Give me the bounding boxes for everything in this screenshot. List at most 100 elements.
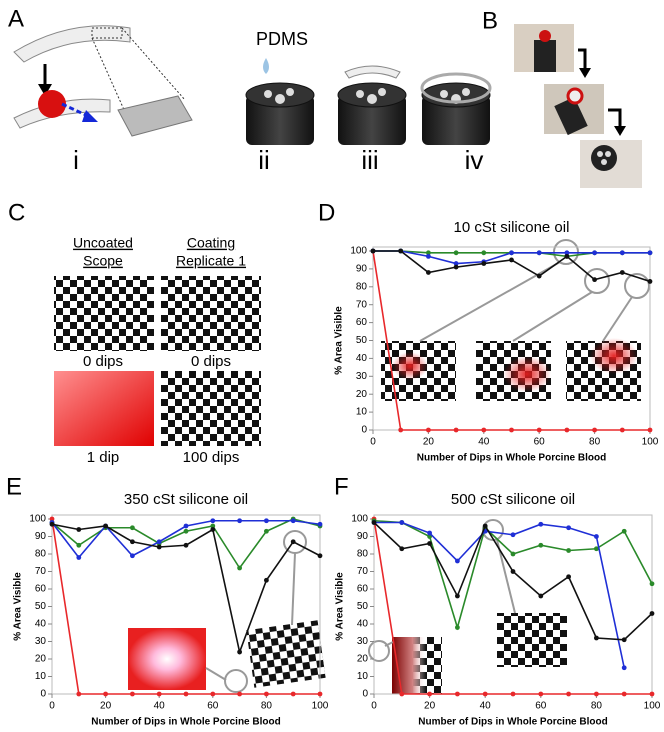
data-point bbox=[76, 555, 81, 560]
data-point bbox=[399, 520, 404, 525]
image-caption: 1 dip bbox=[87, 449, 120, 466]
y-tick-label: 70 bbox=[35, 566, 47, 577]
data-point bbox=[481, 428, 486, 433]
chart-title: 350 cSt silicone oil bbox=[124, 491, 248, 508]
column-header: Uncoated bbox=[73, 235, 133, 251]
x-tick-label: 20 bbox=[100, 701, 112, 712]
y-tick-label: 60 bbox=[357, 584, 369, 595]
data-point bbox=[130, 525, 135, 530]
x-tick-label: 100 bbox=[642, 437, 659, 448]
panel-b-photos bbox=[514, 24, 642, 188]
data-point bbox=[622, 665, 627, 670]
data-point bbox=[103, 692, 108, 697]
column-header: Replicate 1 bbox=[176, 253, 246, 269]
y-tick-label: 40 bbox=[357, 619, 369, 630]
data-point bbox=[455, 625, 460, 630]
x-tick-label: 0 bbox=[49, 701, 55, 712]
data-point bbox=[538, 543, 543, 548]
y-tick-label: 30 bbox=[35, 636, 47, 647]
data-point bbox=[157, 545, 162, 550]
data-point bbox=[184, 529, 189, 534]
data-point bbox=[594, 692, 599, 697]
data-point bbox=[318, 692, 323, 697]
x-tick-label: 40 bbox=[478, 437, 490, 448]
data-point bbox=[130, 553, 135, 558]
data-point bbox=[76, 527, 81, 532]
step-label: iv bbox=[465, 145, 484, 175]
data-point bbox=[103, 524, 108, 529]
data-point bbox=[210, 518, 215, 523]
panel-label: D bbox=[318, 199, 335, 226]
data-point bbox=[427, 531, 432, 536]
data-point bbox=[264, 692, 269, 697]
panel-label: A bbox=[8, 5, 24, 32]
panel-a-illustration bbox=[14, 26, 490, 145]
y-tick-label: 90 bbox=[35, 531, 47, 542]
x-tick-label: 20 bbox=[424, 701, 436, 712]
data-point bbox=[537, 274, 542, 279]
data-point bbox=[454, 250, 459, 255]
y-tick-label: 30 bbox=[356, 371, 368, 382]
y-tick-label: 50 bbox=[35, 601, 47, 612]
y-tick-label: 50 bbox=[357, 601, 369, 612]
data-point bbox=[130, 692, 135, 697]
data-point bbox=[648, 428, 653, 433]
data-point bbox=[650, 581, 655, 586]
y-tick-label: 90 bbox=[356, 264, 368, 275]
data-point bbox=[538, 522, 543, 527]
image-caption: 100 dips bbox=[183, 449, 240, 466]
panel-label: F bbox=[334, 473, 349, 500]
image-caption: 0 dips bbox=[191, 353, 231, 370]
data-point bbox=[76, 692, 81, 697]
data-point bbox=[50, 522, 55, 527]
data-point bbox=[184, 543, 189, 548]
data-point bbox=[650, 611, 655, 616]
data-point bbox=[566, 574, 571, 579]
data-point bbox=[184, 524, 189, 529]
data-point bbox=[481, 250, 486, 255]
data-point bbox=[454, 265, 459, 270]
y-tick-label: 20 bbox=[35, 654, 47, 665]
x-tick-label: 0 bbox=[370, 437, 376, 448]
data-point bbox=[455, 559, 460, 564]
y-tick-label: 0 bbox=[362, 689, 368, 700]
x-tick-label: 100 bbox=[644, 701, 661, 712]
data-point bbox=[264, 518, 269, 523]
data-point bbox=[538, 692, 543, 697]
data-point bbox=[592, 250, 597, 255]
y-tick-label: 50 bbox=[356, 335, 368, 346]
x-tick-label: 20 bbox=[423, 437, 435, 448]
data-point bbox=[237, 692, 242, 697]
data-point bbox=[566, 692, 571, 697]
y-tick-label: 100 bbox=[350, 246, 367, 257]
y-tick-label: 70 bbox=[356, 299, 368, 310]
x-tick-label: 80 bbox=[261, 701, 273, 712]
data-point bbox=[237, 518, 242, 523]
data-point bbox=[648, 279, 653, 284]
data-point bbox=[622, 637, 627, 642]
y-tick-label: 100 bbox=[29, 514, 46, 525]
figure: A B C D E F PDMS i ii iii iv Uncoated Sc… bbox=[0, 0, 664, 732]
y-tick-label: 60 bbox=[35, 584, 47, 595]
y-tick-label: 10 bbox=[357, 671, 369, 682]
y-tick-label: 0 bbox=[361, 425, 367, 436]
data-point bbox=[157, 539, 162, 544]
x-tick-label: 0 bbox=[371, 701, 377, 712]
data-point bbox=[592, 428, 597, 433]
data-point bbox=[291, 539, 296, 544]
data-point bbox=[594, 534, 599, 539]
data-point bbox=[398, 249, 403, 254]
y-axis-title: % Area Visible bbox=[335, 572, 346, 641]
y-axis-title: % Area Visible bbox=[13, 572, 24, 641]
data-point bbox=[210, 692, 215, 697]
x-tick-label: 40 bbox=[154, 701, 166, 712]
data-point bbox=[426, 270, 431, 275]
data-point bbox=[426, 428, 431, 433]
data-point bbox=[537, 428, 542, 433]
data-point bbox=[291, 692, 296, 697]
series-line bbox=[373, 251, 650, 281]
column-header: Coating bbox=[187, 235, 235, 251]
y-tick-label: 90 bbox=[357, 531, 369, 542]
x-axis-title: Number of Dips in Whole Porcine Blood bbox=[417, 453, 606, 464]
y-tick-label: 40 bbox=[356, 353, 368, 364]
